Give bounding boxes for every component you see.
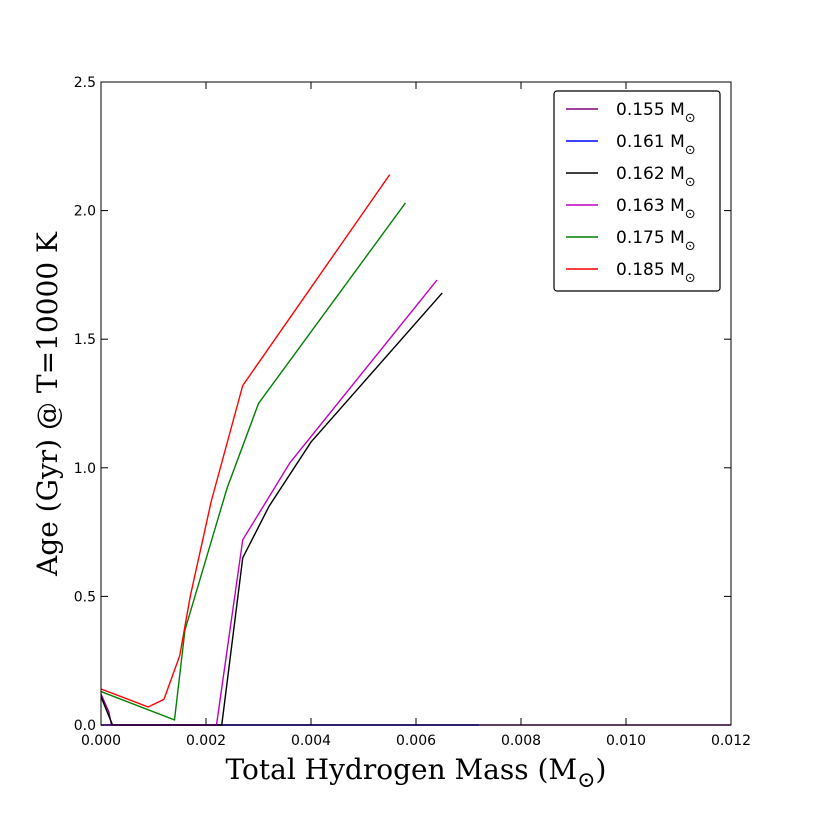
legend-sun-symbol: ⊙ (685, 271, 696, 286)
y-tick-label: 2.0 (74, 204, 96, 220)
legend-entry-label: 0.175 M⊙ (616, 228, 696, 254)
y-tick-label: 1.5 (74, 332, 96, 348)
x-axis-title: Total Hydrogen Mass (M⊙) (226, 753, 607, 793)
legend: 0.155 M⊙0.161 M⊙0.162 M⊙0.163 M⊙0.175 M⊙… (553, 90, 721, 292)
y-tick-label: 0.0 (74, 718, 96, 734)
x-axis-title-close-paren: ) (596, 753, 607, 786)
legend-entry-name: 0.163 M (616, 196, 685, 216)
y-tick-label: 0.5 (74, 589, 96, 605)
x-tick-label: 0.008 (501, 733, 541, 749)
legend-entry-label: 0.185 M⊙ (616, 260, 696, 286)
legend-sun-symbol: ⊙ (685, 207, 696, 222)
x-tick-label: 0.006 (396, 733, 436, 749)
legend-entry-name: 0.161 M (616, 132, 685, 152)
axis-ticks: 0.000 0.002 0.004 0.006 0.008 0.010 0.012 0.0 0.… (74, 75, 751, 749)
x-tick-label: 0.002 (186, 733, 226, 749)
y-axis-title: Age (Gyr) @ T=10000 K (31, 231, 64, 577)
legend-entry-label: 0.163 M⊙ (616, 196, 696, 222)
legend-entry-name: 0.175 M (616, 228, 685, 248)
x-tick-label: 0.004 (291, 733, 331, 749)
series-line-3 (100, 292, 443, 726)
legend-entry-label: 0.161 M⊙ (616, 132, 696, 158)
x-tick-label: 0.012 (711, 733, 751, 749)
x-tick-label: 0.000 (81, 733, 121, 749)
x-axis-title-sun-symbol: ⊙ (577, 768, 595, 793)
legend-sun-symbol: ⊙ (685, 239, 696, 254)
x-axis-title-text: Total Hydrogen Mass (M (226, 753, 578, 786)
legend-entry-name: 0.155 M (616, 100, 685, 120)
legend-entry-label: 0.162 M⊙ (616, 164, 696, 190)
y-tick-label: 1.0 (74, 461, 96, 477)
x-tick-label: 0.010 (606, 733, 646, 749)
series-line-6 (100, 174, 391, 708)
legend-sun-symbol: ⊙ (685, 143, 696, 158)
legend-sun-symbol: ⊙ (685, 111, 696, 126)
legend-entry-label: 0.155 M⊙ (616, 100, 696, 126)
legend-entry-name: 0.162 M (616, 164, 685, 184)
legend-sun-symbol: ⊙ (685, 175, 696, 190)
y-tick-label: 2.5 (74, 75, 96, 91)
legend-entry-name: 0.185 M (616, 260, 685, 280)
series-line-5 (100, 202, 407, 721)
